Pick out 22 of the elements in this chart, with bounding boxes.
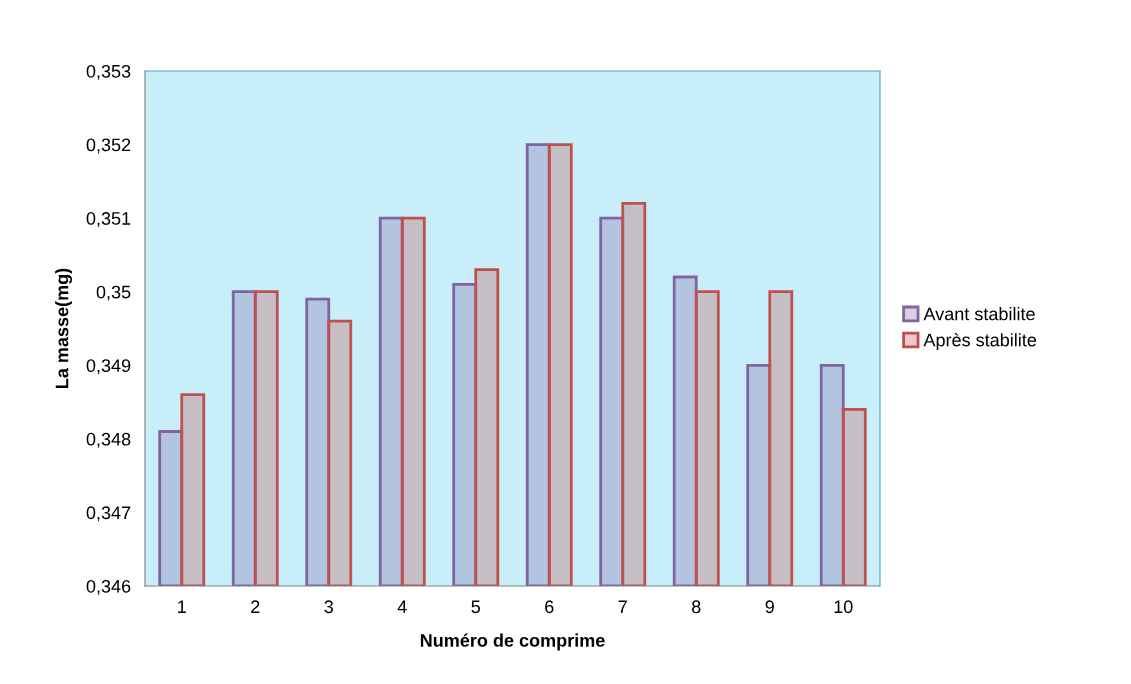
y-tick-label: 0,348 xyxy=(86,432,131,448)
x-axis-title: Numéro de comprime xyxy=(420,633,605,651)
y-tick-label: 0,347 xyxy=(86,506,131,522)
legend-label: Après stabilite xyxy=(923,332,1037,350)
y-tick-label: 0,346 xyxy=(86,579,131,595)
x-tick-label: 7 xyxy=(618,600,627,613)
x-tick-label: 3 xyxy=(324,600,333,614)
y-tick-label: 0,353 xyxy=(86,64,131,80)
y-tick-label: 0,35 xyxy=(96,285,131,301)
y-tick-label: 0,352 xyxy=(86,138,131,154)
x-tick-label: 5 xyxy=(471,600,481,614)
x-tick-label: 4 xyxy=(397,600,407,613)
y-tick-label: 0,349 xyxy=(86,359,131,375)
x-tick-label: 10 xyxy=(834,600,853,614)
y-axis-title: La masse(mg) xyxy=(55,268,73,388)
legend-label: Avant stabilite xyxy=(923,307,1035,321)
y-tick-label: 0,351 xyxy=(86,212,131,227)
x-tick-label: 6 xyxy=(545,600,554,614)
x-tick-label: 8 xyxy=(692,600,701,614)
x-tick-label: 2 xyxy=(251,600,260,613)
x-tick-label: 9 xyxy=(765,600,774,614)
x-tick-label: 1 xyxy=(178,600,186,613)
